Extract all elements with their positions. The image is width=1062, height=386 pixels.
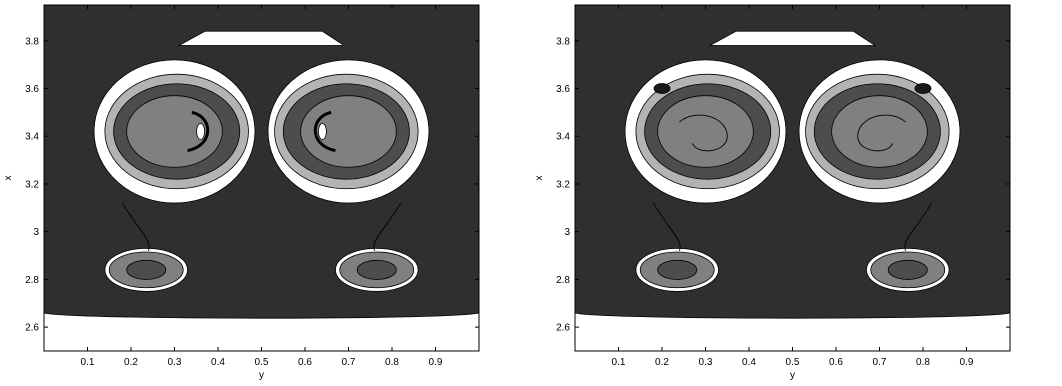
contour-region-cap [178, 30, 346, 46]
x-tick-label: 0.1 [612, 357, 626, 368]
contour-inner-spiral [857, 114, 906, 152]
contour-core [831, 95, 928, 168]
contour-inner-arc [187, 110, 210, 153]
x-tick-label: 0.8 [385, 357, 399, 368]
contour-strand [904, 202, 933, 251]
y-tick-label: 2.6 [25, 323, 39, 334]
contour-plot-left: 0.1 0.2 0.3 0.4 0.5 0.6 0.7 0.8 0.9 2.6 2.8 3 3.2 3.4… [3, 4, 480, 381]
y-tick-label: 3 [564, 227, 570, 238]
y-axis-label: x [3, 176, 14, 181]
y-tick-label: 3.2 [25, 179, 39, 190]
y-tick-label: 2.6 [556, 323, 570, 334]
y-tick-label: 2.8 [556, 275, 570, 286]
x-tick-label: 0.5 [255, 357, 269, 368]
contour-inner-spiral [679, 114, 728, 152]
x-tick-label: 0.7 [873, 357, 887, 368]
x-tick-label: 0.9 [429, 357, 443, 368]
y-tick-label: 3.8 [25, 36, 39, 47]
contour-core [657, 95, 754, 168]
x-tick-label: 0.9 [960, 357, 974, 368]
contour-field [575, 5, 1010, 351]
contour-strand [652, 202, 681, 251]
x-tick-label: 0.8 [916, 357, 930, 368]
y-tick-label: 3.2 [556, 179, 570, 190]
x-tick-label: 0.4 [211, 357, 225, 368]
x-tick-label: 0.2 [124, 357, 138, 368]
contour-svg-left: 0.1 0.2 0.3 0.4 0.5 0.6 0.7 0.8 0.9 2.6 2.8 3 3.2 3.4… [3, 4, 480, 381]
y-tick-label: 3 [33, 227, 39, 238]
contour-region-bottom [575, 312, 1010, 351]
contour-strand [121, 202, 150, 251]
vortex-left [93, 59, 256, 292]
vortex-right [267, 59, 430, 292]
contour-region-bottom [44, 312, 479, 351]
contour-svg-right: 0.1 0.2 0.3 0.4 0.5 0.6 0.7 0.8 0.9 2.6 2.8 3 3.2 3.4… [534, 4, 1011, 381]
contour-tail-core [356, 259, 397, 280]
y-tick-label: 3.8 [556, 36, 570, 47]
x-tick-label: 0.6 [829, 357, 843, 368]
x-tick-label: 0.5 [786, 357, 800, 368]
contour-tail-core [126, 259, 167, 280]
x-tick-label: 0.3 [699, 357, 713, 368]
y-axis-label: x [534, 176, 545, 181]
contour-inner-spot [317, 123, 327, 140]
contour-region-cap [709, 30, 877, 46]
field-background [44, 5, 479, 351]
contour-field [44, 5, 479, 351]
x-tick-label: 0.6 [298, 357, 312, 368]
contour-tail-core [657, 259, 698, 280]
contour-inner-arc [313, 110, 336, 153]
y-tick-label: 3.4 [25, 132, 39, 143]
x-axis-label: y [259, 370, 264, 381]
x-tick-label: 0.3 [168, 357, 182, 368]
contour-tail-core [887, 259, 928, 280]
field-background [575, 5, 1010, 351]
contour-dark-spot [914, 83, 932, 94]
vortex-right [798, 59, 961, 292]
x-tick-label: 0.4 [742, 357, 756, 368]
y-tick-label: 3.4 [556, 132, 570, 143]
contour-plot-right: 0.1 0.2 0.3 0.4 0.5 0.6 0.7 0.8 0.9 2.6 2.8 3 3.2 3.4… [531, 0, 1062, 386]
y-tick-label: 3.6 [25, 84, 39, 95]
contour-strand [373, 202, 402, 251]
contour-dark-spot [653, 83, 671, 94]
x-axis-label: y [790, 370, 795, 381]
y-tick-label: 2.8 [25, 275, 39, 286]
vortex-left [624, 59, 787, 292]
contour-inner-spot [196, 123, 206, 140]
y-tick-label: 3.6 [556, 84, 570, 95]
x-tick-label: 0.7 [342, 357, 356, 368]
x-tick-label: 0.1 [81, 357, 95, 368]
x-tick-label: 0.2 [655, 357, 669, 368]
